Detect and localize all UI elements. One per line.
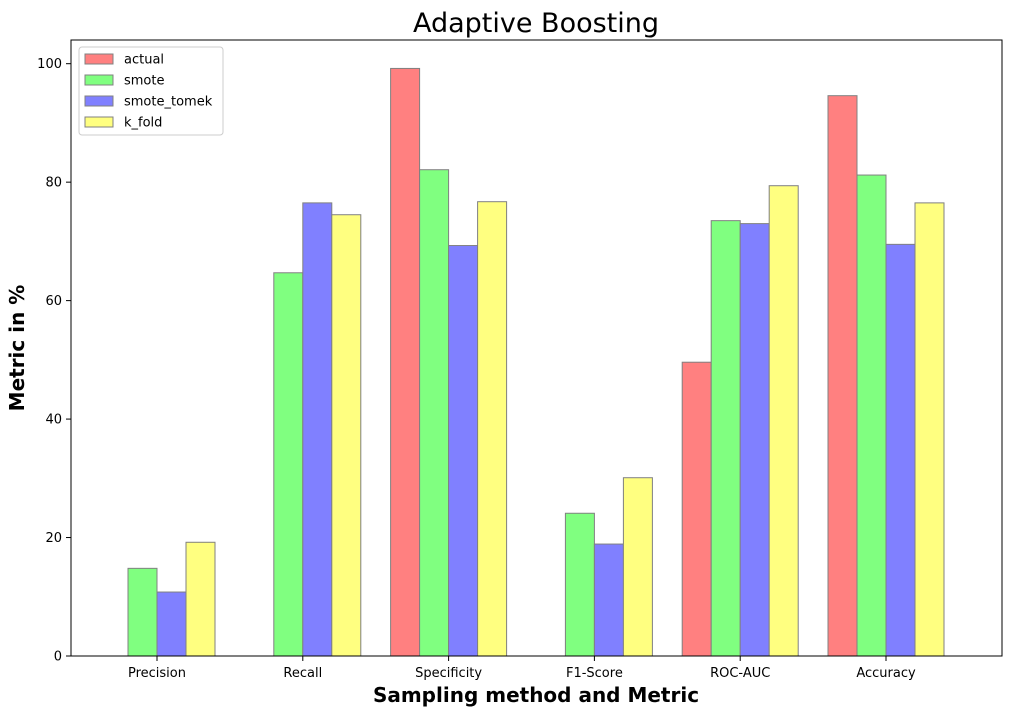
y-tick-label: 100	[37, 57, 62, 72]
bar-actual-specificity	[390, 67, 421, 657]
x-tick-label: Specificity	[415, 666, 482, 681]
bar-smote_tomek-accuracy	[885, 243, 916, 657]
legend-swatch-smote	[84, 74, 114, 86]
x-tick-label: Recall	[283, 666, 322, 681]
bar-smote-roc-auc	[710, 220, 741, 657]
bar-k_fold-specificity	[477, 201, 508, 657]
legend-swatch-smote_tomek	[84, 95, 114, 107]
bar-k_fold-accuracy	[914, 202, 945, 657]
bar-smote-f1-score	[564, 512, 595, 657]
bar-smote-precision	[127, 567, 158, 657]
legend: actual smote smote_tomek k_fold	[78, 46, 224, 136]
bar-smote_tomek-f1-score	[593, 543, 624, 657]
legend-swatch-actual	[84, 53, 114, 65]
x-tick-label: Precision	[128, 666, 186, 681]
legend-swatch-k_fold	[84, 116, 114, 128]
legend-label-smote_tomek: smote_tomek	[124, 95, 213, 110]
plot-frame	[70, 39, 1003, 657]
x-axis: Precision Recall Specificity F1-Score ROC-AU…	[128, 656, 916, 681]
bar-actual-roc-auc	[681, 361, 712, 657]
y-tick-label: 40	[45, 413, 62, 428]
bar-k_fold-f1-score	[622, 477, 653, 657]
y-axis-label: Metric in %	[5, 285, 29, 412]
legend-label-actual: actual	[124, 53, 164, 68]
x-axis-label: Sampling method and Metric	[373, 683, 699, 707]
bar-actual-accuracy	[827, 95, 858, 657]
bar-smote_tomek-precision	[156, 591, 187, 657]
bar-smote-recall	[273, 272, 304, 657]
bar-smote_tomek-roc-auc	[739, 223, 770, 657]
x-tick-label: ROC-AUC	[710, 666, 770, 681]
y-tick-label: 80	[45, 176, 62, 191]
bar-smote_tomek-recall	[302, 202, 333, 657]
chart-title: Adaptive Boosting	[413, 8, 659, 39]
bar-smote-accuracy	[856, 174, 887, 657]
x-tick-label: Accuracy	[856, 666, 916, 681]
bars-group	[127, 67, 945, 657]
bar-k_fold-precision	[185, 541, 216, 657]
x-tick-label: F1-Score	[566, 666, 623, 681]
bar-k_fold-recall	[331, 214, 362, 657]
y-axis: 0 20 40 60 80 100	[37, 57, 71, 665]
bar-smote_tomek-specificity	[448, 245, 479, 657]
y-tick-label: 20	[45, 531, 62, 546]
legend-label-k_fold: k_fold	[124, 116, 162, 131]
bar-k_fold-roc-auc	[768, 185, 799, 657]
y-tick-label: 0	[54, 650, 62, 665]
y-tick-label: 60	[45, 294, 62, 309]
bar-smote-specificity	[419, 169, 450, 657]
legend-label-smote: smote	[124, 74, 165, 89]
legend-frame	[78, 46, 224, 136]
